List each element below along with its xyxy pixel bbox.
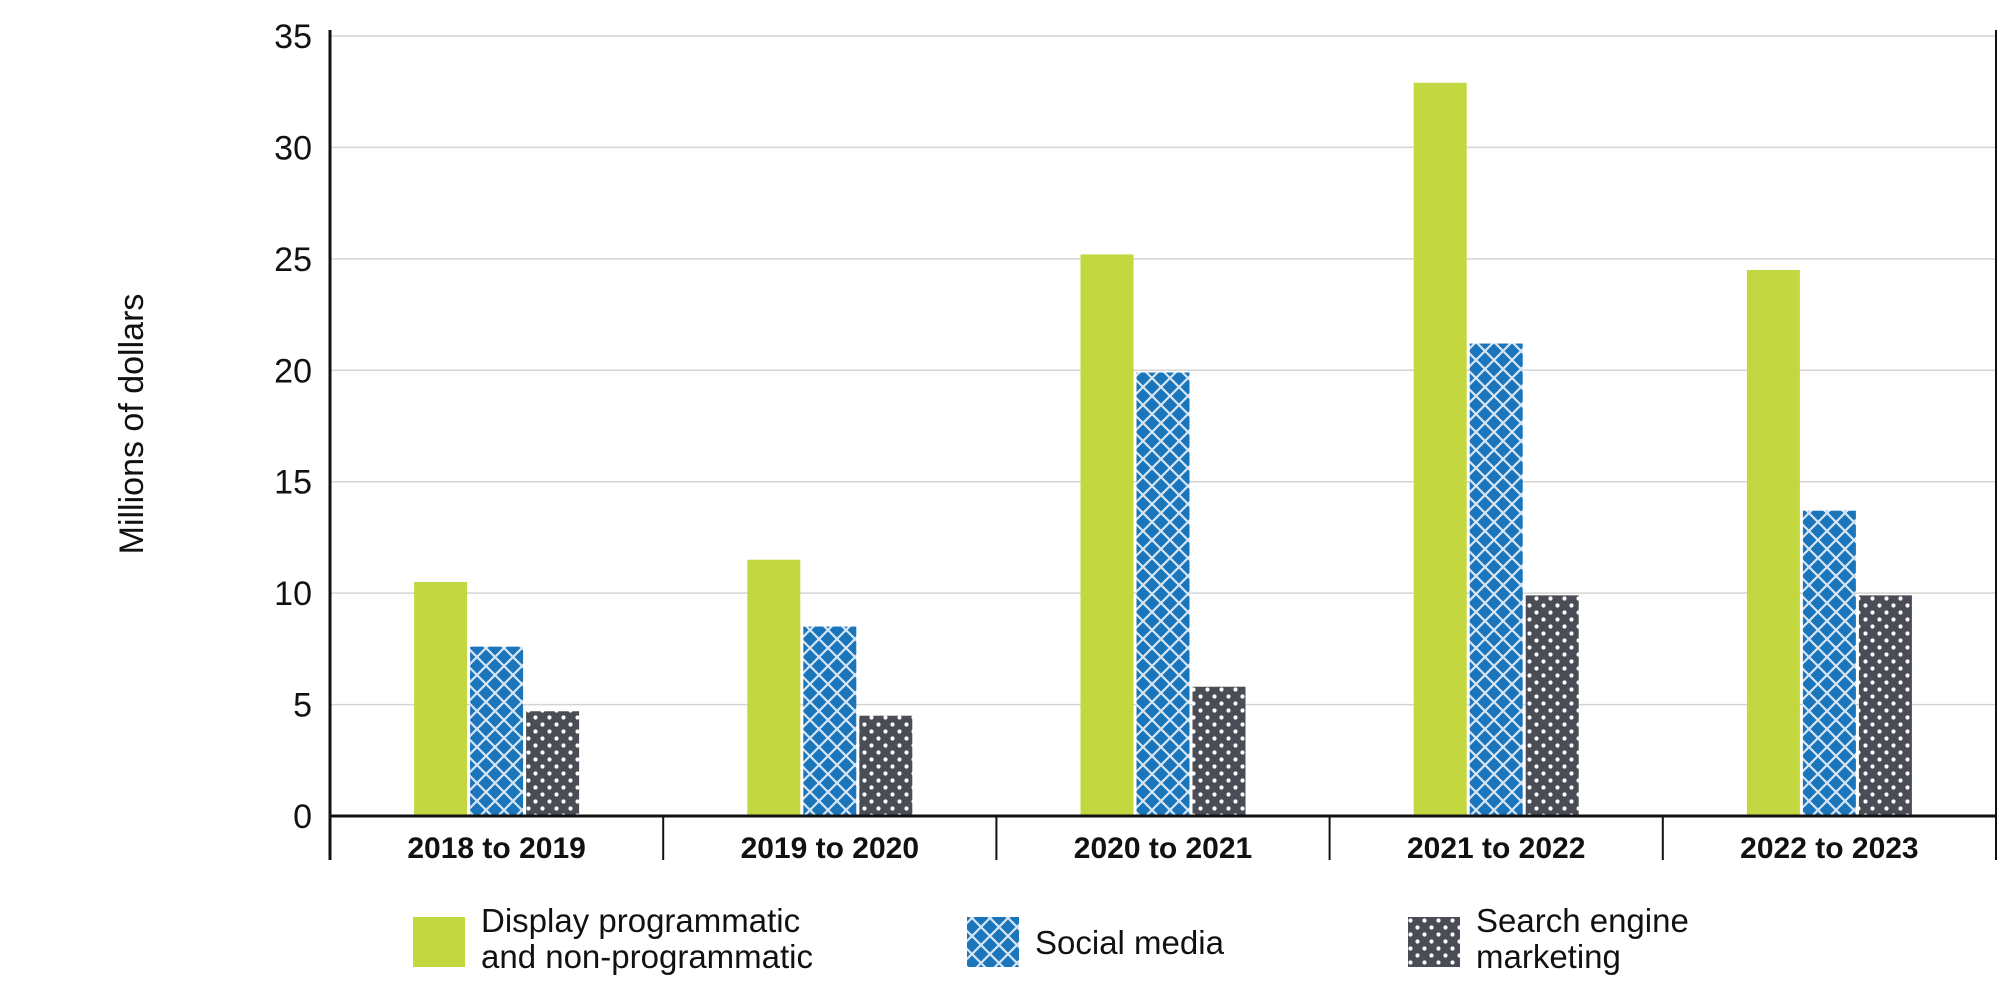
bar-dots-0 [526, 711, 580, 816]
x-category-label: 2019 to 2020 [741, 832, 919, 865]
bar-dots-4 [1858, 595, 1912, 816]
bars [414, 82, 1912, 817]
x-category-label: 2018 to 2019 [407, 832, 585, 865]
axes [328, 30, 1997, 860]
y-tick-label: 0 [293, 798, 312, 836]
legend-swatch-dots [1408, 917, 1460, 967]
y-tick-label: 10 [274, 575, 312, 613]
bar-solid-1 [747, 559, 801, 816]
bar-dots-2 [1192, 686, 1246, 816]
y-tick-label: 35 [274, 18, 312, 56]
x-category-label: 2021 to 2022 [1407, 832, 1585, 865]
legend: Display programmatic and non-programmatic… [413, 902, 1689, 975]
bar-solid-2 [1080, 254, 1134, 816]
bar-crosshatch-2 [1136, 372, 1190, 816]
bar-crosshatch-4 [1802, 510, 1856, 816]
legend-swatch-crosshatch [967, 917, 1019, 967]
bar-solid-0 [414, 582, 468, 816]
legend-swatch-solid [413, 917, 465, 967]
bar-crosshatch-3 [1469, 343, 1523, 816]
bar-crosshatch-0 [470, 646, 524, 816]
x-category-label: 2020 to 2021 [1074, 832, 1252, 865]
x-axis-categories: 2018 to 2019 2019 to 2020 2020 to 2021 2021… [407, 832, 1918, 865]
legend-label: Social media [1035, 924, 1225, 961]
y-tick-label: 5 [293, 687, 312, 725]
legend-label: Search engine marketing [1476, 902, 1689, 975]
x-category-label: 2022 to 2023 [1740, 832, 1918, 865]
y-tick-label: 25 [274, 241, 312, 279]
y-axis-title: Millions of dollars [113, 294, 151, 555]
bar-dots-3 [1525, 595, 1579, 816]
bar-solid-4 [1746, 270, 1800, 816]
bar-dots-1 [859, 715, 913, 816]
bar-crosshatch-1 [803, 626, 857, 816]
y-tick-label: 30 [274, 129, 312, 167]
y-tick-label: 15 [274, 464, 312, 502]
legend-label: Display programmatic and non-programmatic [481, 902, 813, 975]
y-tick-label: 20 [274, 352, 312, 390]
bar-solid-3 [1413, 82, 1467, 817]
y-axis-ticks: 0 5 10 15 20 25 30 35 [274, 18, 312, 836]
